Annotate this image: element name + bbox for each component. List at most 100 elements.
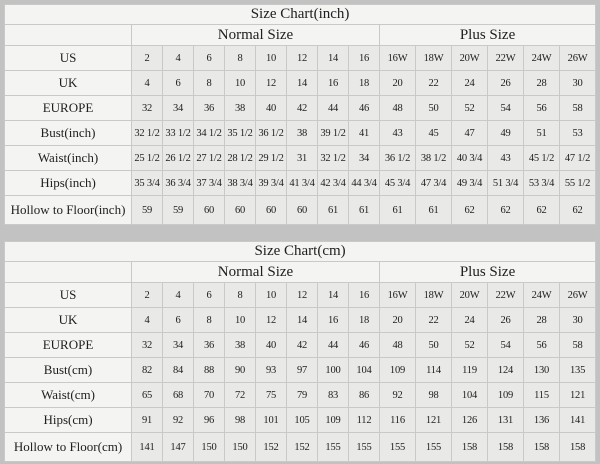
table-row: Hips(cm) 91 92 96 98 101 105 109 112 116 121 126 131… xyxy=(4,407,597,433)
value-cell: 61 xyxy=(415,195,452,225)
value-cell: 51 3/4 xyxy=(487,170,524,196)
value-cell: 47 xyxy=(451,120,488,146)
value-cell: 62 xyxy=(558,195,597,225)
table-row: Waist(inch) 25 1/2 26 1/2 27 1/2 28 1/2 29 1/… xyxy=(4,145,597,171)
value-cell: 104 xyxy=(348,357,380,383)
table-row: Bust(inch) 32 1/2 33 1/2 34 1/2 35 1/2 36 1/2… xyxy=(4,120,597,146)
value-cell: 43 xyxy=(487,145,524,171)
value-cell: 38 3/4 xyxy=(224,170,256,196)
table-row: Size Chart(cm) xyxy=(3,241,597,262)
value-cell: 30 xyxy=(558,70,597,96)
value-cell: 91 xyxy=(131,407,163,433)
value-cell: 60 xyxy=(255,195,287,225)
value-cell: 82 xyxy=(131,357,163,383)
value-cell: 79 xyxy=(286,382,318,408)
value-cell: 109 xyxy=(487,382,524,408)
row-label-cell: US xyxy=(4,45,132,71)
value-cell: 59 xyxy=(162,195,194,225)
corner-cell xyxy=(4,24,132,46)
value-cell: 26 1/2 xyxy=(162,145,194,171)
value-cell: 60 xyxy=(286,195,318,225)
value-cell: 51 xyxy=(523,120,560,146)
value-cell: 39 3/4 xyxy=(255,170,287,196)
value-cell: 4 xyxy=(162,282,194,308)
value-cell: 65 xyxy=(131,382,163,408)
value-cell: 14 xyxy=(317,282,349,308)
value-cell: 4 xyxy=(131,70,163,96)
value-cell: 40 xyxy=(255,332,287,358)
size-chart-inch: Size Chart(inch) Normal Size Plus Size US 2 4… xyxy=(3,4,597,225)
value-cell: 32 xyxy=(131,332,163,358)
value-cell: 36 xyxy=(193,95,225,121)
value-cell: 58 xyxy=(558,95,597,121)
value-cell: 141 xyxy=(131,432,163,462)
group-header-plus-size: Plus Size xyxy=(378,261,597,283)
value-cell: 38 1/2 xyxy=(415,145,452,171)
value-cell: 16W xyxy=(379,45,416,71)
value-cell: 26W xyxy=(558,282,597,308)
value-cell: 2 xyxy=(131,45,163,71)
value-cell: 135 xyxy=(558,357,597,383)
value-cell: 28 xyxy=(523,70,560,96)
value-cell: 72 xyxy=(224,382,256,408)
value-cell: 20W xyxy=(451,45,488,71)
value-cell: 47 1/2 xyxy=(558,145,597,171)
value-cell: 115 xyxy=(523,382,560,408)
value-cell: 109 xyxy=(317,407,349,433)
value-cell: 36 xyxy=(193,332,225,358)
value-cell: 20 xyxy=(379,70,416,96)
value-cell: 16 xyxy=(348,282,380,308)
value-cell: 52 xyxy=(451,332,488,358)
table-row: US 2 4 6 8 10 12 14 16 16W 18W 20W 22W 24W 26W xyxy=(4,282,597,308)
value-cell: 46 xyxy=(348,332,380,358)
value-cell: 10 xyxy=(224,70,256,96)
row-label-cell: Hips(cm) xyxy=(4,407,132,433)
value-cell: 35 1/2 xyxy=(224,120,256,146)
value-cell: 16 xyxy=(317,70,349,96)
table-row: Normal Size Plus Size xyxy=(4,261,597,283)
value-cell: 56 xyxy=(523,332,560,358)
value-cell: 59 xyxy=(131,195,163,225)
value-cell: 40 xyxy=(255,95,287,121)
row-label-cell: Bust(inch) xyxy=(4,120,132,146)
value-cell: 104 xyxy=(451,382,488,408)
value-cell: 24W xyxy=(523,45,560,71)
value-cell: 16 xyxy=(317,307,349,333)
value-cell: 45 xyxy=(415,120,452,146)
value-cell: 46 xyxy=(348,95,380,121)
value-cell: 60 xyxy=(224,195,256,225)
value-cell: 28 1/2 xyxy=(224,145,256,171)
value-cell: 22 xyxy=(415,307,452,333)
value-cell: 61 xyxy=(348,195,380,225)
value-cell: 50 xyxy=(415,95,452,121)
value-cell: 35 3/4 xyxy=(131,170,163,196)
value-cell: 121 xyxy=(558,382,597,408)
group-header-plus-size: Plus Size xyxy=(378,24,597,46)
row-label-cell: Bust(cm) xyxy=(4,357,132,383)
value-cell: 41 xyxy=(348,120,380,146)
value-cell: 124 xyxy=(487,357,524,383)
value-cell: 101 xyxy=(255,407,287,433)
value-cell: 152 xyxy=(286,432,318,462)
value-cell: 42 3/4 xyxy=(317,170,349,196)
value-cell: 8 xyxy=(193,307,225,333)
table-divider xyxy=(4,225,596,241)
value-cell: 61 xyxy=(379,195,416,225)
size-table: Size Chart(cm) Normal Size Plus Size US 2 4 6 8… xyxy=(3,241,597,462)
value-cell: 24 xyxy=(451,307,488,333)
value-cell: 150 xyxy=(193,432,225,462)
value-cell: 49 3/4 xyxy=(451,170,488,196)
corner-cell xyxy=(4,261,132,283)
value-cell: 96 xyxy=(193,407,225,433)
row-label-cell: Hips(inch) xyxy=(4,170,132,196)
row-label-cell: EUROPE xyxy=(4,95,132,121)
row-label-cell: UK xyxy=(4,307,132,333)
value-cell: 114 xyxy=(415,357,452,383)
value-cell: 10 xyxy=(255,45,287,71)
value-cell: 29 1/2 xyxy=(255,145,287,171)
value-cell: 33 1/2 xyxy=(162,120,194,146)
value-cell: 147 xyxy=(162,432,194,462)
value-cell: 14 xyxy=(286,70,318,96)
value-cell: 38 xyxy=(224,95,256,121)
value-cell: 60 xyxy=(193,195,225,225)
